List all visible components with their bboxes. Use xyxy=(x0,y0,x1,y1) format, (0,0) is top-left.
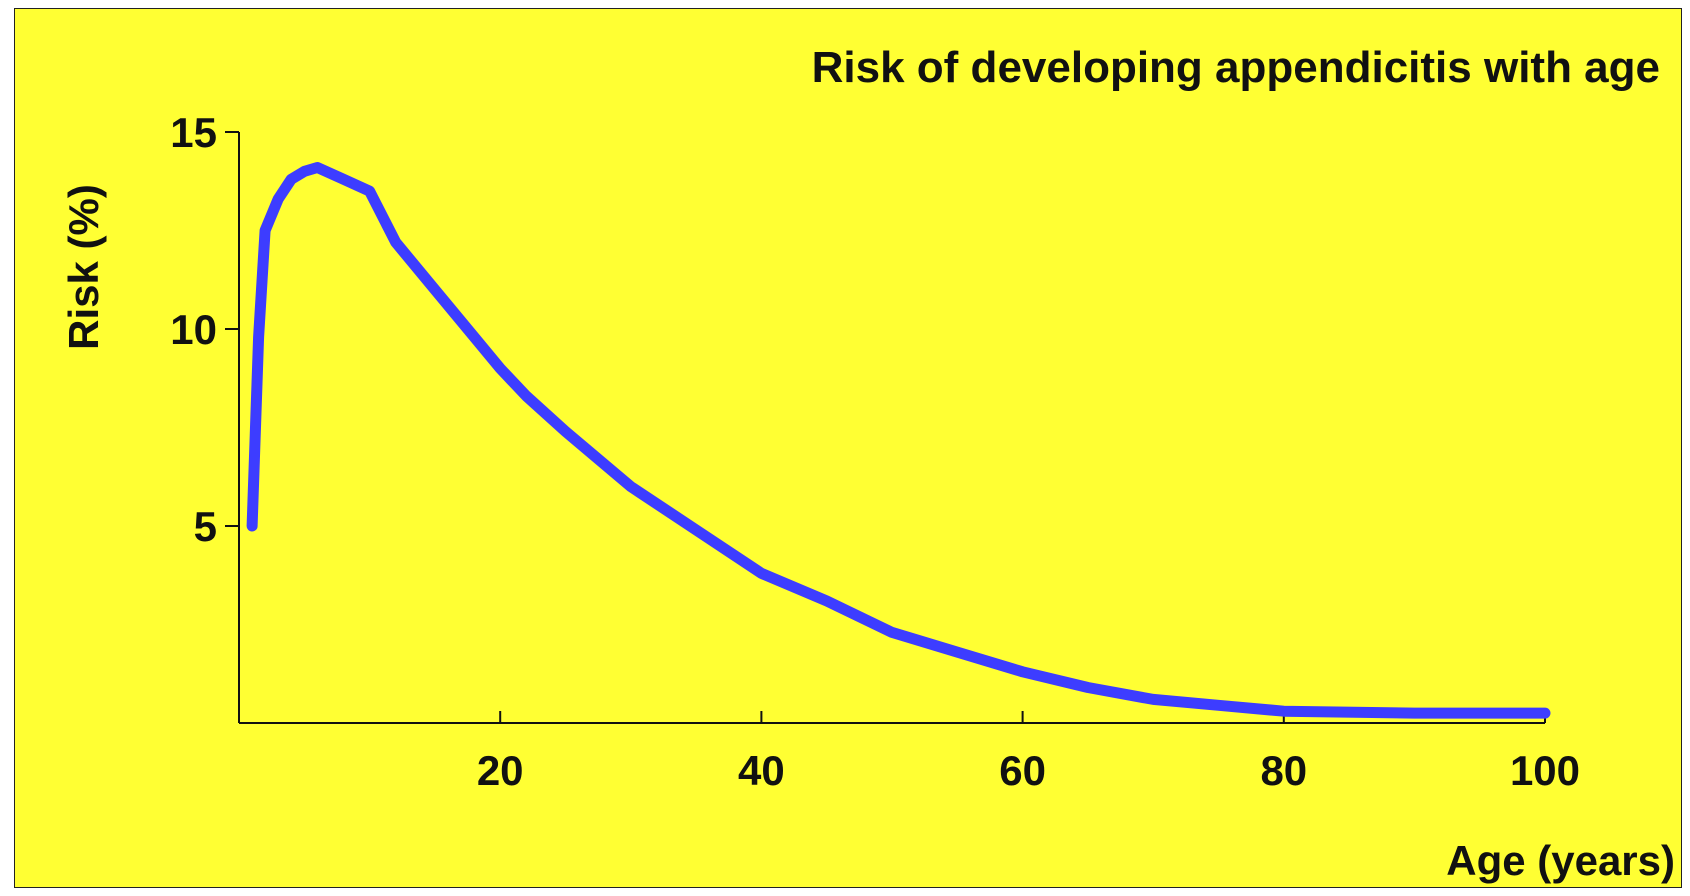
x-tick-label: 80 xyxy=(1260,747,1307,794)
chart-frame xyxy=(14,8,1682,888)
x-tick-label: 40 xyxy=(738,747,785,794)
x-axis-ticks: 20 40 60 80 100 xyxy=(477,711,1580,794)
y-axis-ticks: 5 10 15 xyxy=(170,109,239,550)
y-axis-label: Risk (%) xyxy=(60,184,107,350)
x-tick-label: 20 xyxy=(477,747,524,794)
x-axis-label: Age (years) xyxy=(1446,837,1675,884)
y-tick-label: 5 xyxy=(194,503,217,550)
chart-title: Risk of developing appendicitis with age xyxy=(812,43,1660,92)
y-tick-label: 15 xyxy=(170,109,217,156)
x-tick-label: 100 xyxy=(1510,747,1580,794)
x-tick-label: 60 xyxy=(999,747,1046,794)
risk-series-line xyxy=(246,162,1551,719)
y-tick-label: 10 xyxy=(170,306,217,353)
